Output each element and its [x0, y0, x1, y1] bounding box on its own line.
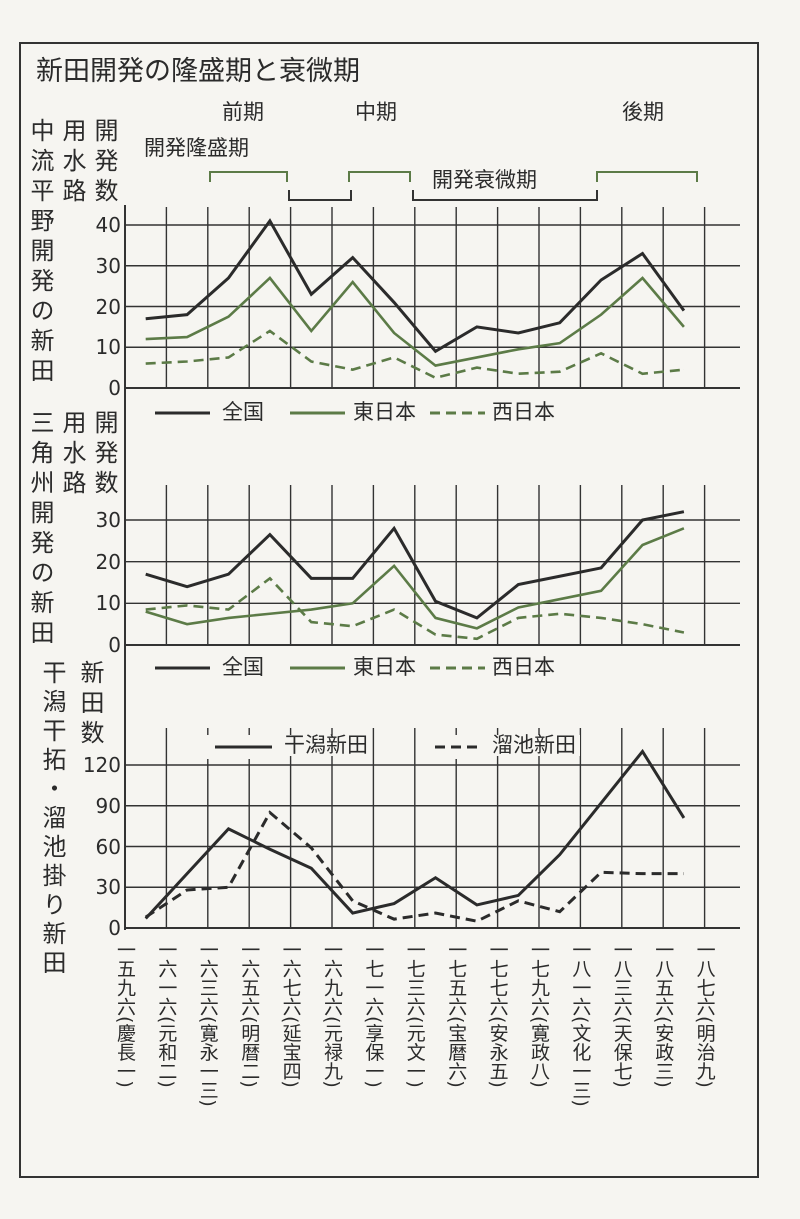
y-tick-label: 0 — [108, 376, 121, 400]
y-tick-label: 40 — [95, 213, 121, 237]
period-late-label: 後期 — [622, 100, 664, 124]
x-tick-label: 一七五六(宝暦六) — [445, 940, 468, 1088]
x-tick-label: 一八七六(明治九) — [693, 940, 716, 1088]
y-tick-label: 30 — [95, 508, 121, 532]
panel2-ylabel-2: 開発数 — [90, 410, 118, 500]
legend-west: 西日本 — [492, 400, 555, 424]
panel2-ylabel-1: 用水路 — [58, 410, 86, 500]
panel1-ylabel-1: 用水路 — [58, 118, 86, 208]
x-tick-label: 一八五六(安政三) — [652, 940, 675, 1088]
y-tick-label: 20 — [95, 549, 121, 574]
panel3-ylabel: 新田数 — [76, 660, 104, 750]
x-tick-label: 一六三六(寛永一三) — [196, 940, 219, 1107]
x-tick-label: 一七一六(享保一) — [362, 940, 385, 1088]
panel3-label: 干潟干拓・溜池掛り新田 — [38, 660, 66, 979]
y-tick-label: 30 — [95, 875, 121, 900]
series-line-1-2 — [145, 276, 685, 367]
period-bracket-early — [209, 171, 288, 182]
y-tick-label: 30 — [95, 253, 121, 278]
x-tick-label: 一五九六(慶長一) — [114, 940, 136, 1088]
legend-west: 西日本 — [492, 655, 555, 679]
panel2-label: 三角州開発の新田 — [26, 410, 54, 650]
period-early-label: 前期 — [222, 100, 264, 124]
series-line-2-3 — [145, 576, 685, 641]
y-tick-label: 90 — [95, 793, 121, 818]
y-tick-label: 60 — [95, 834, 121, 859]
x-tick-label: 一六九六(元禄九) — [321, 940, 343, 1088]
x-tick-label: 一六七六(延宝四) — [279, 940, 302, 1088]
x-tick-label: 一七三六(元文一) — [403, 940, 426, 1088]
x-tick-label: 一八三六(天保七) — [610, 940, 633, 1088]
legend-east: 東日本 — [353, 655, 416, 679]
x-tick-label: 一七七六(安永五) — [486, 940, 509, 1088]
period-middle-label: 中期 — [355, 100, 397, 124]
y-tick-label: 120 — [82, 753, 121, 777]
series-line-3-2 — [144, 810, 684, 923]
series-line-3-1 — [144, 748, 686, 920]
period-boom-label: 開発隆盛期 — [144, 136, 249, 160]
legend-tidal: 干潟新田 — [280, 735, 372, 756]
y-tick-label: 20 — [95, 294, 121, 319]
legend-national: 全国 — [222, 655, 264, 679]
period-bracket-late — [596, 171, 698, 182]
series-line-2-1 — [145, 510, 685, 620]
chart-title: 新田開発の隆盛期と衰微期 — [36, 56, 360, 87]
y-tick-label: 0 — [108, 916, 121, 940]
y-tick-label: 10 — [95, 335, 121, 360]
period-decline-label: 開発衰微期 — [432, 168, 537, 192]
x-tick-label: 一八一六(文化一三) — [569, 940, 592, 1107]
legend-national: 全国 — [222, 400, 264, 424]
series-line-1-3 — [145, 329, 685, 380]
x-tick-label: 一六五六(明暦二) — [238, 940, 261, 1088]
x-tick-label: 一七九六(寛政八) — [528, 940, 550, 1088]
legend-east: 東日本 — [353, 400, 416, 424]
chart-frame — [19, 42, 759, 1178]
panel1-label: 中流平野開発の新田 — [26, 118, 54, 388]
y-tick-label: 0 — [108, 633, 121, 657]
x-tick-label: 一六一六(元和二) — [155, 940, 178, 1088]
panel1-ylabel-2: 開発数 — [90, 118, 118, 208]
period-bracket-decline — [412, 190, 598, 201]
period-bracket-early-decline — [288, 190, 352, 201]
y-tick-label: 10 — [95, 591, 121, 616]
legend-pond: 溜池新田 — [488, 735, 580, 756]
series-line-2-2 — [145, 527, 685, 630]
period-bracket-middle — [348, 171, 411, 182]
series-line-1-1 — [145, 218, 686, 354]
